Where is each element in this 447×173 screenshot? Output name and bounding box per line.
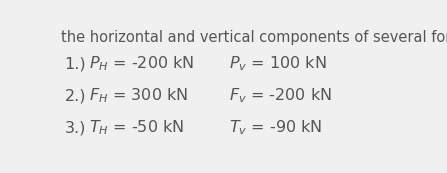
- Text: $P_v$ = 100 kN: $P_v$ = 100 kN: [229, 55, 327, 73]
- Text: 1.): 1.): [64, 57, 86, 72]
- Text: the horizontal and vertical components of several forces are: the horizontal and vertical components o…: [61, 30, 447, 45]
- Text: 2.): 2.): [64, 89, 86, 104]
- Text: $F_H$ = 300 kN: $F_H$ = 300 kN: [89, 87, 188, 105]
- Text: $T_H$ = -50 kN: $T_H$ = -50 kN: [89, 119, 184, 137]
- Text: $F_v$ = -200 kN: $F_v$ = -200 kN: [229, 87, 332, 105]
- Text: $P_H$ = -200 kN: $P_H$ = -200 kN: [89, 55, 194, 73]
- Text: $T_v$ = -90 kN: $T_v$ = -90 kN: [229, 119, 322, 137]
- Text: 3.): 3.): [64, 121, 86, 136]
